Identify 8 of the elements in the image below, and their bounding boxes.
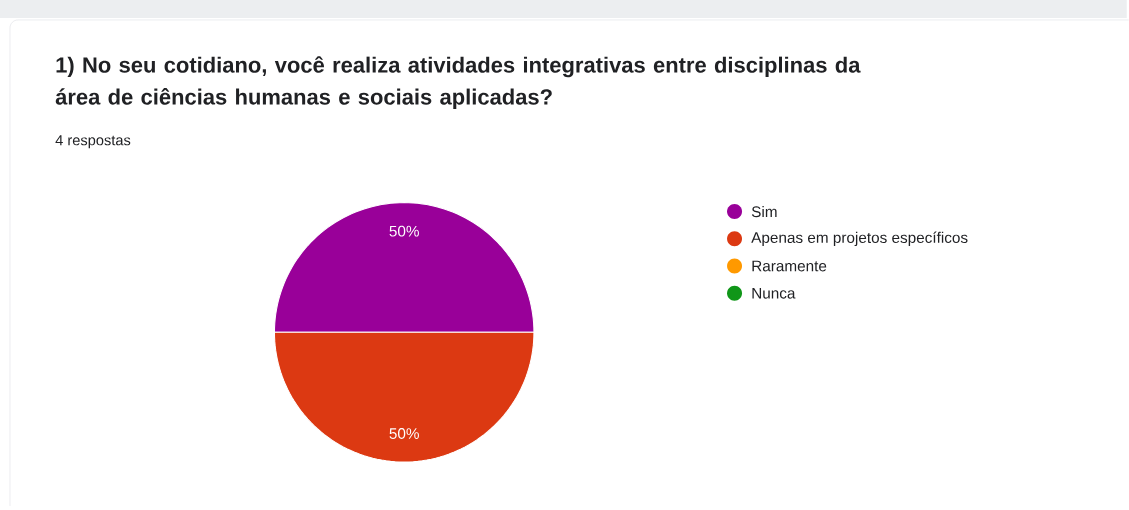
chart-title: 1) No seu cotidiano, você realiza atividades integrativas entre disciplinas da área de ciências humanas e sociais aplicadas? xyxy=(55,56,861,110)
data-label: 50% xyxy=(389,225,419,237)
text: 4 respostas xyxy=(55,135,131,149)
legend-label: Raramente xyxy=(752,260,827,272)
legend-label: Apenas em projetos específicos xyxy=(751,231,968,247)
data-label: 50% xyxy=(389,428,419,439)
legend-label: Nunca xyxy=(752,287,796,299)
legend-label: Sim xyxy=(751,205,777,218)
